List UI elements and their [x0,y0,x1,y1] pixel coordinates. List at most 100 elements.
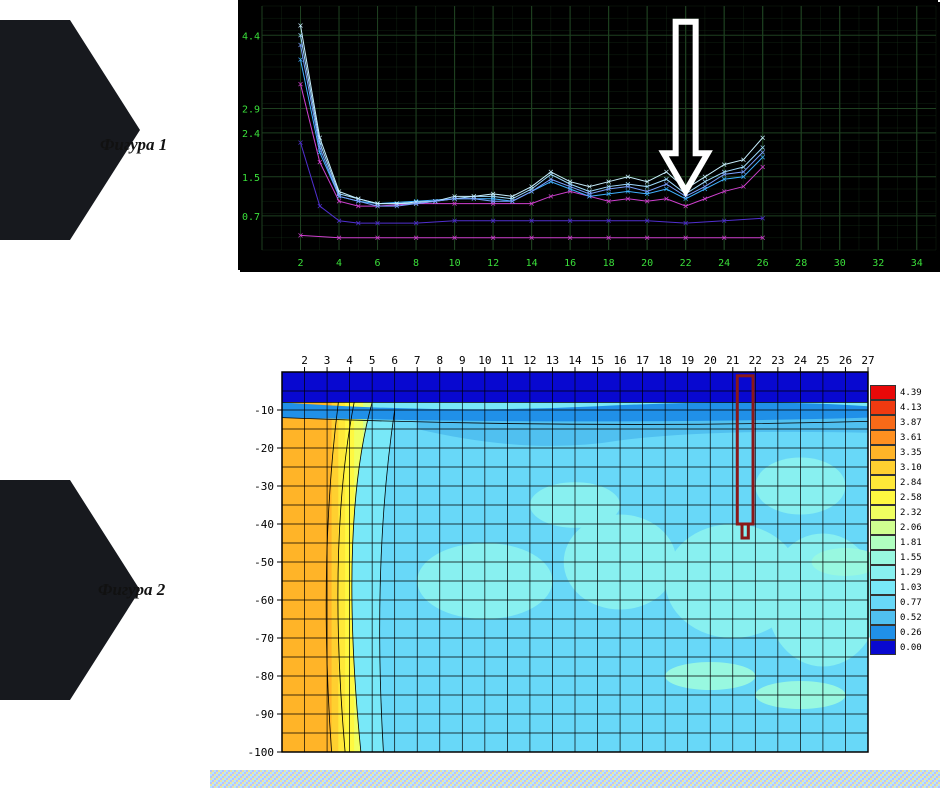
svg-text:2: 2 [297,258,303,269]
legend-value: 3.87 [896,418,922,428]
legend-row: 0.00 [870,640,922,655]
svg-text:26: 26 [757,258,769,269]
legend-row: 0.26 [870,625,922,640]
svg-text:12: 12 [487,258,499,269]
legend-swatch [870,475,896,490]
legend-swatch [870,565,896,580]
svg-text:2.4: 2.4 [242,129,260,140]
legend-swatch [870,385,896,400]
legend-value: 4.39 [896,388,922,398]
legend-value: 2.58 [896,493,922,503]
legend-swatch [870,535,896,550]
legend-row: 0.52 [870,610,922,625]
svg-text:11: 11 [501,354,514,367]
legend-swatch [870,625,896,640]
svg-text:20: 20 [704,354,717,367]
legend-row: 0.77 [870,595,922,610]
svg-text:27: 27 [861,354,874,367]
legend-swatch [870,430,896,445]
figure-1-label: Фигура 1 [100,135,167,155]
svg-text:-90: -90 [254,708,274,721]
svg-text:1.5: 1.5 [242,173,260,184]
svg-text:-80: -80 [254,670,274,683]
svg-text:2.9: 2.9 [242,104,260,115]
svg-text:16: 16 [564,258,576,269]
svg-text:16: 16 [613,354,626,367]
legend-row: 2.06 [870,520,922,535]
svg-text:8: 8 [436,354,443,367]
svg-text:9: 9 [459,354,466,367]
legend-swatch [870,400,896,415]
svg-text:6: 6 [391,354,398,367]
legend-row: 2.32 [870,505,922,520]
legend-row: 2.84 [870,475,922,490]
legend-row: 3.87 [870,415,922,430]
legend-swatch [870,415,896,430]
legend-value: 0.00 [896,643,922,653]
svg-text:12: 12 [523,354,536,367]
svg-text:17: 17 [636,354,649,367]
legend-swatch [870,505,896,520]
svg-text:-60: -60 [254,594,274,607]
legend-swatch [870,580,896,595]
legend-swatch [870,460,896,475]
svg-text:10: 10 [449,258,461,269]
svg-text:-50: -50 [254,556,274,569]
legend-value: 1.29 [896,568,922,578]
svg-text:-30: -30 [254,480,274,493]
legend-swatch [870,595,896,610]
svg-text:32: 32 [872,258,884,269]
figure-2-label: Фигура 2 [98,580,165,600]
legend-value: 0.77 [896,598,922,608]
svg-text:8: 8 [413,258,419,269]
svg-text:3: 3 [324,354,331,367]
legend-value: 2.84 [896,478,922,488]
legend-value: 2.06 [896,523,922,533]
svg-text:13: 13 [546,354,559,367]
svg-text:34: 34 [911,258,923,269]
svg-text:-70: -70 [254,632,274,645]
legend-row: 1.81 [870,535,922,550]
chart-2-legend: 4.394.133.873.613.353.102.842.582.322.06… [870,385,922,655]
svg-text:26: 26 [839,354,852,367]
legend-swatch [870,445,896,460]
svg-text:22: 22 [680,258,692,269]
svg-text:-10: -10 [254,404,274,417]
svg-text:4: 4 [336,258,342,269]
legend-value: 2.32 [896,508,922,518]
svg-text:20: 20 [641,258,653,269]
svg-text:14: 14 [526,258,538,269]
legend-row: 2.58 [870,490,922,505]
chart-1-svg: 0.71.52.42.94.42468101214161820222426283… [240,2,940,272]
svg-text:-40: -40 [254,518,274,531]
svg-text:22: 22 [749,354,762,367]
svg-text:30: 30 [834,258,846,269]
svg-text:10: 10 [478,354,491,367]
svg-text:-20: -20 [254,442,274,455]
svg-text:7: 7 [414,354,421,367]
svg-text:18: 18 [603,258,615,269]
legend-value: 1.03 [896,583,922,593]
legend-swatch [870,520,896,535]
svg-text:18: 18 [659,354,672,367]
svg-text:21: 21 [726,354,739,367]
svg-text:6: 6 [375,258,381,269]
svg-text:28: 28 [795,258,807,269]
svg-text:24: 24 [794,354,808,367]
legend-row: 3.61 [870,430,922,445]
svg-text:15: 15 [591,354,604,367]
legend-row: 4.13 [870,400,922,415]
svg-text:4.4: 4.4 [242,31,260,42]
svg-text:4: 4 [346,354,353,367]
legend-row: 3.10 [870,460,922,475]
legend-swatch [870,550,896,565]
svg-text:14: 14 [568,354,582,367]
svg-text:19: 19 [681,354,694,367]
legend-row: 1.29 [870,565,922,580]
svg-text:2: 2 [301,354,308,367]
legend-swatch [870,640,896,655]
legend-value: 0.26 [896,628,922,638]
legend-value: 0.52 [896,613,922,623]
svg-text:-100: -100 [248,746,275,759]
chart-2-area: 2345678910111213141516171819202122232425… [238,350,878,760]
